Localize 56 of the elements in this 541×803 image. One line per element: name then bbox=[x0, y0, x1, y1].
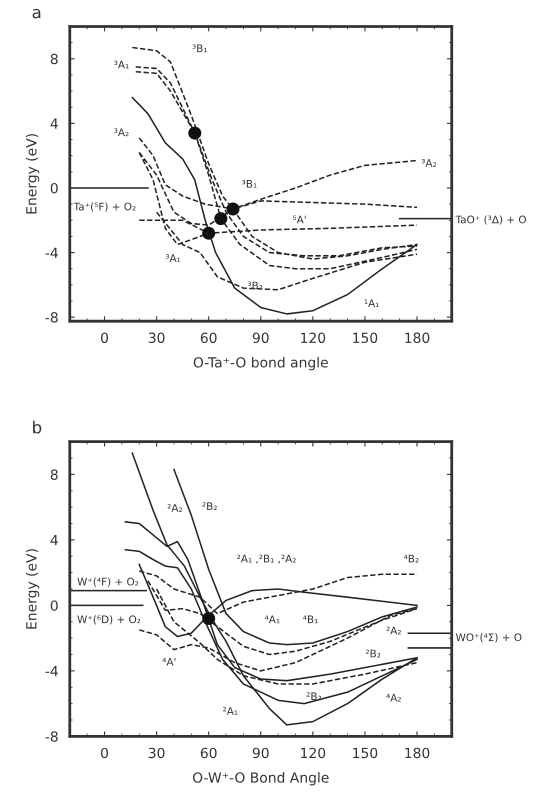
y-tick-label: 8 bbox=[50, 469, 58, 480]
annotation: ²B₂ bbox=[306, 692, 322, 700]
x-tick-label: 180 bbox=[405, 332, 430, 344]
y-tick-label: 0 bbox=[50, 182, 58, 194]
chart-title: b bbox=[33, 420, 42, 434]
x-tick-label: 150 bbox=[353, 748, 378, 758]
text: TaO⁺ (³Δ) + O bbox=[456, 215, 526, 225]
y-tick-label: -8 bbox=[46, 731, 58, 742]
x-tick-label: 90 bbox=[252, 332, 269, 344]
x-tick-label: 30 bbox=[148, 332, 165, 344]
annotation: W⁺(⁶D) + O₂ bbox=[77, 615, 140, 624]
annotation: Ta⁺(⁵F) + O₂ bbox=[74, 202, 136, 212]
y-tick-label: -4 bbox=[46, 666, 58, 676]
annotation: ¹A₁ bbox=[364, 299, 379, 308]
annotation: ³B₁ bbox=[192, 44, 207, 52]
chart-title: a bbox=[32, 8, 40, 18]
y-tick-label: -8 bbox=[46, 312, 58, 323]
annotation: ²A₁ ,²B₁ ,²A₂ bbox=[237, 554, 296, 564]
y-axis-title: Energy (eV) bbox=[26, 134, 40, 214]
annotation: ²A₂ bbox=[386, 626, 401, 634]
annotation: ²A₁ bbox=[223, 707, 238, 715]
annotation: ³B₂ bbox=[248, 282, 262, 290]
annotation: ⁴A₁ bbox=[264, 615, 280, 624]
y-axis-title: Energy (eV) bbox=[26, 549, 40, 629]
x-tick-label: 180 bbox=[405, 748, 430, 758]
x-axis-title: O-W⁺-O Bond Angle bbox=[192, 772, 329, 786]
annotation: ⁵A' bbox=[292, 216, 306, 224]
annotation: ³B₁ bbox=[242, 180, 257, 188]
annotation: ⁴B₁ bbox=[303, 615, 318, 624]
annotation: ⁴A₂ bbox=[386, 694, 401, 702]
y-tick-label: 0 bbox=[50, 600, 58, 611]
y-tick-label: 4 bbox=[50, 118, 58, 129]
x-tick-label: 150 bbox=[353, 332, 378, 344]
annotation: ³A₁ bbox=[166, 254, 180, 262]
x-tick-label: 120 bbox=[301, 748, 326, 758]
annotation: ²A₂ bbox=[168, 504, 182, 512]
annotation: ²B₂ bbox=[366, 650, 380, 658]
x-axis-title: O-Ta⁺-O bond angle bbox=[194, 356, 328, 370]
text: WO⁺(⁴Σ) + O bbox=[456, 633, 522, 642]
x-tick-label: 60 bbox=[200, 332, 217, 344]
x-tick-label: 120 bbox=[301, 332, 326, 344]
annotation: ³A₁ bbox=[114, 60, 129, 68]
y-tick-label: 8 bbox=[50, 54, 58, 64]
x-tick-label: 90 bbox=[252, 748, 269, 758]
x-tick-label: 30 bbox=[148, 748, 165, 758]
x-tick-label: 0 bbox=[101, 748, 108, 758]
annotation: ³A₂ bbox=[114, 128, 129, 136]
x-tick-label: 0 bbox=[101, 332, 108, 344]
annotation: ³A₂ bbox=[422, 158, 436, 167]
y-tick-label: -4 bbox=[46, 248, 58, 258]
x-tick-label: 60 bbox=[200, 748, 217, 758]
y-tick-label: 4 bbox=[50, 535, 58, 546]
annotation: W⁺(⁴F) + O₂ bbox=[77, 577, 138, 587]
annotation: ²B₂ bbox=[202, 502, 217, 510]
annotation: ⁴A' bbox=[162, 658, 176, 666]
annotation: ⁴B₂ bbox=[404, 554, 418, 562]
